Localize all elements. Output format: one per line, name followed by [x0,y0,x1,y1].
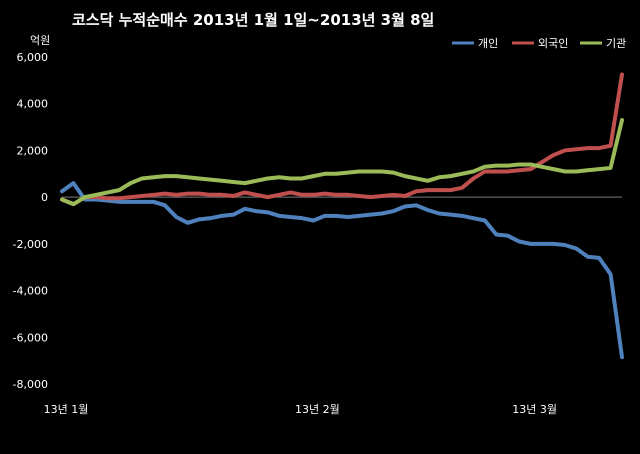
y-tick-label: 0 [41,191,48,204]
legend: 개인 외국인 기관 [452,37,626,50]
x-tick-label: 13년 2월 [295,403,340,416]
legend-label: 외국인 [538,37,568,50]
y-tick-label: 6,000 [17,51,49,64]
y-tick-label: 4,000 [17,98,49,111]
series-line-1 [60,181,624,360]
series-line-3 [60,118,624,207]
y-tick-label: -4,000 [13,285,48,298]
series-group [60,72,624,360]
chart-title: 코스닥 누적순매수 2013년 1월 1일~2013년 3월 8일 [72,11,434,29]
y-tick-label: -2,000 [13,238,48,251]
y-axis-ticks: 6,000 4,000 2,000 0 -2,000 -4,000 -6,000 -8,000 [13,51,48,391]
y-tick-label: 2,000 [17,144,49,157]
y-tick-label: -6,000 [13,331,48,344]
legend-label: 기관 [606,37,626,50]
legend-label: 개인 [478,37,498,50]
y-axis-unit-label: 억원 [30,34,50,47]
y-tick-label: -8,000 [13,378,48,391]
x-axis-ticks: 13년 1월 13년 2월 13년 3월 [44,403,557,416]
series-line-2 [60,72,624,207]
x-tick-label: 13년 3월 [512,403,557,416]
x-tick-label: 13년 1월 [44,403,89,416]
